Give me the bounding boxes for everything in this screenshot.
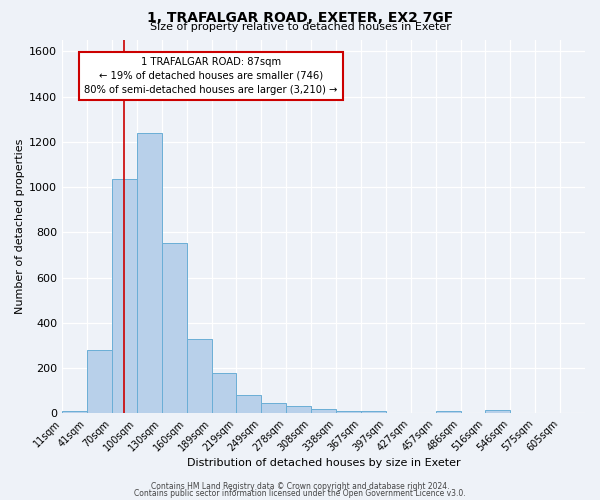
Bar [311, 410, 336, 414]
Bar [286, 406, 311, 413]
Bar [87, 350, 112, 414]
Bar [361, 411, 386, 414]
Bar [162, 242, 187, 414]
Bar [137, 133, 162, 414]
Bar [212, 372, 236, 414]
Bar [485, 410, 511, 414]
Y-axis label: Number of detached properties: Number of detached properties [15, 139, 25, 314]
Text: Contains HM Land Registry data © Crown copyright and database right 2024.: Contains HM Land Registry data © Crown c… [151, 482, 449, 491]
Bar [262, 402, 286, 413]
Text: 1, TRAFALGAR ROAD, EXETER, EX2 7GF: 1, TRAFALGAR ROAD, EXETER, EX2 7GF [147, 11, 453, 25]
X-axis label: Distribution of detached houses by size in Exeter: Distribution of detached houses by size … [187, 458, 460, 468]
Bar [436, 411, 461, 414]
Bar [187, 339, 212, 413]
Text: 1 TRAFALGAR ROAD: 87sqm
← 19% of detached houses are smaller (746)
80% of semi-d: 1 TRAFALGAR ROAD: 87sqm ← 19% of detache… [85, 57, 338, 95]
Bar [62, 411, 87, 414]
Bar [236, 394, 262, 413]
Text: Contains public sector information licensed under the Open Government Licence v3: Contains public sector information licen… [134, 489, 466, 498]
Text: Size of property relative to detached houses in Exeter: Size of property relative to detached ho… [149, 22, 451, 32]
Bar [336, 410, 361, 414]
Bar [112, 179, 137, 414]
